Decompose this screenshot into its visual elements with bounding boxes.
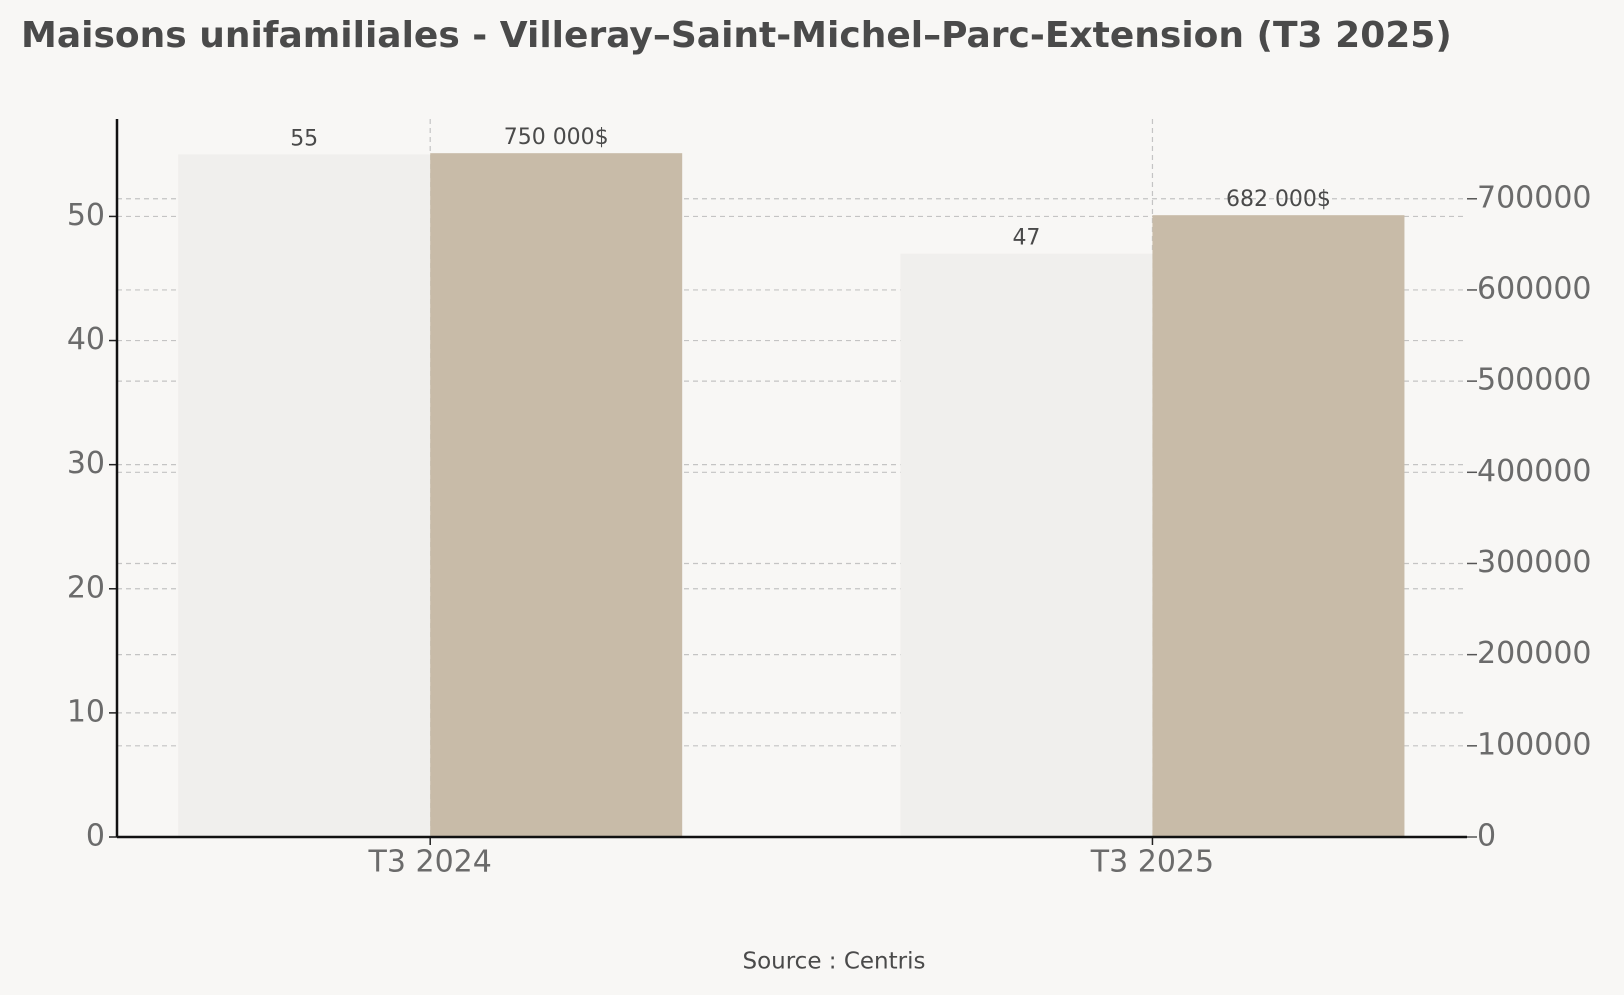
y2-tick-label: 200000 <box>1477 636 1592 671</box>
bar <box>900 253 1153 837</box>
chart-title: Maisons unifamiliales - Villeray–Saint-M… <box>21 15 1452 56</box>
x-tick-label: T3 2025 <box>1090 845 1214 880</box>
y2-tick-label: 0 <box>1477 819 1496 854</box>
y2-tick-label: 700000 <box>1477 180 1592 215</box>
y2-tick-label: 400000 <box>1477 454 1592 489</box>
source-note: Source : Centris <box>742 949 925 975</box>
y-tick-label: 0 <box>86 819 105 854</box>
x-tick-label: T3 2024 <box>368 845 492 880</box>
bar <box>430 153 683 837</box>
value-label: 750 000$ <box>504 125 609 150</box>
y2-tick-label: 100000 <box>1477 727 1592 762</box>
y-tick-label: 20 <box>67 570 105 605</box>
y-tick-label: 10 <box>67 694 105 729</box>
bar <box>178 154 431 838</box>
y2-tick-label: 300000 <box>1477 545 1592 580</box>
value-label: 55 <box>290 126 318 151</box>
bar <box>1152 215 1405 837</box>
y-tick-label: 40 <box>67 322 105 357</box>
value-label: 47 <box>1012 226 1040 251</box>
y2-tick-label: 600000 <box>1477 271 1592 306</box>
value-label: 682 000$ <box>1226 187 1331 212</box>
y2-tick-label: 500000 <box>1477 363 1592 398</box>
y-tick-label: 50 <box>67 198 105 233</box>
y-tick-label: 30 <box>67 446 105 481</box>
